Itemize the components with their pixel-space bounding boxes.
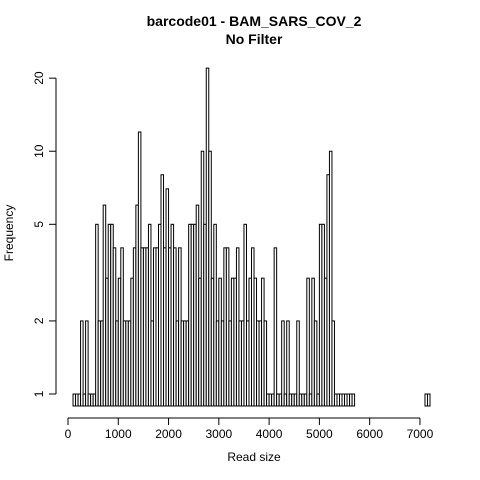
histogram-bar (213, 223, 217, 407)
histogram-bar (85, 320, 89, 407)
x-tick-label: 1000 (105, 427, 132, 441)
y-tick-label: 2 (32, 317, 46, 324)
x-axis-label: Read size (227, 450, 281, 464)
histogram-bar (80, 320, 84, 407)
y-tick-label: 5 (32, 221, 46, 228)
histogram-bar (147, 223, 152, 407)
histogram-bar (263, 320, 268, 407)
y-axis-label: Frequency (2, 205, 16, 262)
histogram-bar (328, 150, 333, 407)
histogram-bars (72, 67, 431, 407)
x-tick-label: 4000 (256, 427, 283, 441)
x-tick-label: 5000 (306, 427, 333, 441)
x-tick-label: 6000 (356, 427, 383, 441)
histogram-bar (273, 247, 278, 407)
y-tick-label: 10 (32, 144, 46, 158)
x-tick-label: 7000 (407, 427, 434, 441)
histogram-bar (286, 320, 290, 407)
histogram-bar (243, 223, 247, 407)
x-tick-label: 3000 (205, 427, 232, 441)
histogram-bar (351, 393, 356, 407)
y-tick-label: 20 (32, 71, 46, 85)
histogram-bar (331, 320, 335, 407)
chart-subtitle: No Filter (226, 31, 283, 47)
x-axis: 0 1000 2000 3000 4000 5000 6000 7000 (65, 417, 434, 441)
histogram-bar (426, 393, 431, 407)
y-axis: 1 2 5 10 20 (32, 71, 57, 397)
histogram-bar (95, 223, 99, 407)
histogram-bar (313, 320, 318, 407)
chart-title: barcode01 - BAM_SARS_COV_2 (147, 13, 362, 29)
histogram-bar (296, 320, 300, 407)
histogram-bar (306, 277, 310, 407)
x-tick-label: 2000 (155, 427, 182, 441)
histogram-bar (281, 320, 285, 407)
y-tick-label: 1 (32, 390, 46, 397)
x-tick-label: 0 (65, 427, 72, 441)
